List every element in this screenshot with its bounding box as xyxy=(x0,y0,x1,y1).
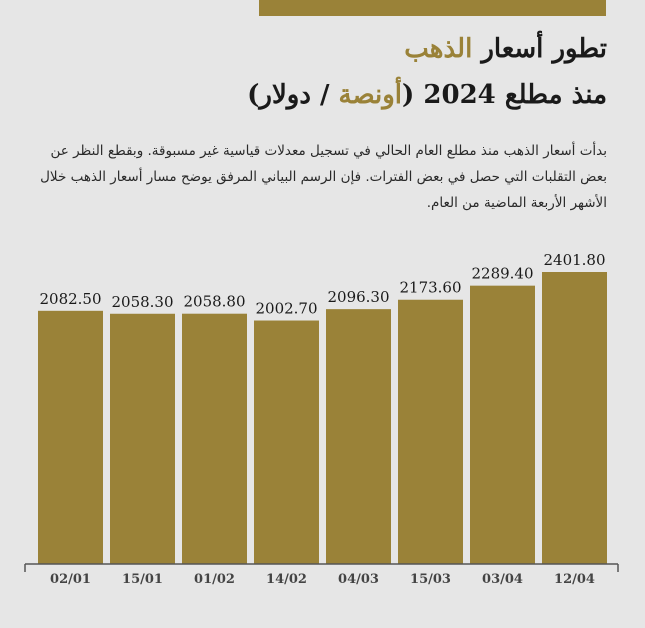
title-line-2-prefix: منذ مطلع 2024 ( xyxy=(402,80,607,110)
x-tick-label-8: 12/04 xyxy=(554,572,595,587)
data-label-2: 2058.30 xyxy=(111,293,173,311)
x-tick-label-1: 02/01 xyxy=(50,572,91,587)
chart-description: بدأت أسعار الذهب منذ مطلع العام الحالي ف… xyxy=(40,143,607,211)
data-label-8: 2401.80 xyxy=(543,251,605,269)
bar-5 xyxy=(326,309,391,564)
title-line-2: منذ مطلع 2024 (أونصة / دولار) xyxy=(247,76,607,114)
bar-8 xyxy=(542,272,607,564)
data-label-3: 2058.80 xyxy=(183,293,245,311)
bar-7 xyxy=(470,285,535,564)
x-tick-label-7: 03/04 xyxy=(482,572,523,587)
title-line-2-suffix: / دولار) xyxy=(247,80,339,110)
bar-chart: 2082.50 02/01 2058.30 15/01 2058.80 01/02 2002… xyxy=(24,251,619,587)
x-tick-label-3: 01/02 xyxy=(194,572,235,587)
data-label-6: 2173.60 xyxy=(399,279,461,297)
bar-3 xyxy=(182,313,247,564)
x-tick-label-6: 15/03 xyxy=(410,572,451,587)
data-label-5: 2096.30 xyxy=(327,288,389,306)
title-line-2-highlight: أونصة xyxy=(338,80,403,110)
bar-2 xyxy=(110,313,175,564)
data-label-4: 2002.70 xyxy=(255,300,317,318)
x-tick-label-4: 14/02 xyxy=(266,572,307,587)
x-tick-label-2: 15/01 xyxy=(122,572,163,587)
top-accent-bar xyxy=(259,0,606,16)
x-tick-label-5: 04/03 xyxy=(338,572,379,587)
title-block: تطور أسعار الذهب منذ مطلع 2024 (أونصة / … xyxy=(247,30,607,114)
title-line-1: تطور أسعار الذهب xyxy=(247,30,607,68)
title-line-1-prefix: تطور أسعار xyxy=(472,34,607,64)
title-line-1-highlight: الذهب xyxy=(404,34,473,64)
bar-6 xyxy=(398,299,463,564)
data-label-1: 2082.50 xyxy=(39,290,101,308)
bar-4 xyxy=(254,320,319,564)
bar-1 xyxy=(38,310,103,564)
data-label-7: 2289.40 xyxy=(471,265,533,283)
